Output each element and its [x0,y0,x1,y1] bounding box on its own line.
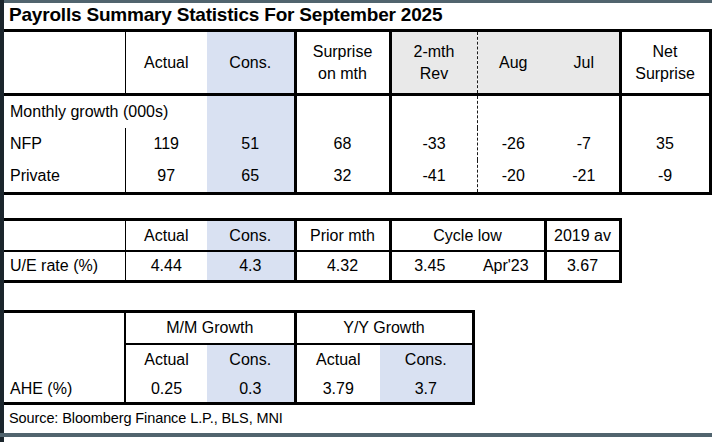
monthly-section-blank [295,95,390,129]
private-actual: 97 [125,160,207,194]
ahe-yy-cons-header: Cons. [380,344,473,375]
monthly-header-jul: Jul [549,31,620,95]
table-row-ahe: AHE (%) 0.25 0.3 3.79 3.7 [4,375,473,404]
ue-cons: 4.3 [207,251,295,282]
ahe-mm-actual: 0.25 [125,375,207,404]
ue-table-header-row: Actual Cons. Prior mth Cycle low 2019 av [4,220,620,252]
monthly-growth-table: Actual Cons. Surprise on mth 2-mth Rev A… [4,29,712,195]
source-note: Source: Bloomberg Finance L.P., BLS, MNI [9,410,699,426]
monthly-section-label: Monthly growth (000s) [4,95,207,129]
nfp-jul: -7 [549,128,620,160]
ue-header-cons: Cons. [207,220,295,252]
private-label: Private [4,160,125,194]
nfp-actual: 119 [125,128,207,160]
monthly-table-header-row: Actual Cons. Surprise on mth 2-mth Rev A… [4,31,710,95]
top-edge-line [0,0,712,3]
ahe-header-mm-growth: M/M Growth [125,312,295,345]
bottom-edge-line [0,433,712,437]
table-row-ue-rate: U/E rate (%) 4.44 4.3 4.32 3.45 Apr'23 3… [4,251,620,282]
ahe-yy-actual-header: Actual [295,344,380,375]
ahe-header-blank [4,312,125,376]
nfp-label: NFP [4,128,125,160]
ue-cycle-low-month: Apr'23 [468,251,545,282]
private-aug: -20 [477,160,549,194]
monthly-header-blank [4,31,125,95]
nfp-cons: 51 [207,128,295,160]
nfp-aug: -26 [477,128,549,160]
ue-2019-avg: 3.67 [545,251,620,282]
ue-header-actual: Actual [125,220,207,252]
monthly-section-blank [620,95,710,129]
monthly-section-blank [477,95,549,129]
nfp-2mth-rev: -33 [390,128,477,160]
monthly-section-cons-fill [207,95,295,129]
ahe-mm-cons-header: Cons. [207,344,295,375]
ue-cycle-low-value: 3.45 [390,251,468,282]
private-2mth-rev: -41 [390,160,477,194]
ue-rate-label: U/E rate (%) [4,251,125,282]
monthly-section-blank [549,95,620,129]
private-net-surprise: -9 [620,160,710,194]
ahe-label: AHE (%) [4,375,125,404]
nfp-surprise: 68 [295,128,390,160]
private-surprise: 32 [295,160,390,194]
nfp-net-surprise: 35 [620,128,710,160]
table-row-nfp: NFP 119 51 68 -33 -26 -7 35 [4,128,710,160]
monthly-section-blank [390,95,477,129]
monthly-header-aug: Aug [477,31,549,95]
ue-header-cycle-low: Cycle low [390,220,545,252]
table-row-private: Private 97 65 32 -41 -20 -21 -9 [4,160,710,194]
unemployment-table: Actual Cons. Prior mth Cycle low 2019 av… [4,218,622,283]
private-jul: -21 [549,160,620,194]
ue-actual: 4.44 [125,251,207,282]
monthly-header-cons: Cons. [207,31,295,95]
ahe-header-yy-growth: Y/Y Growth [295,312,473,345]
payrolls-summary-page: Payrolls Summary Statistics For Septembe… [0,0,712,442]
monthly-header-surprise: Surprise on mth [295,31,390,95]
ue-header-2019-avg: 2019 av [545,220,620,252]
ahe-yy-actual: 3.79 [295,375,380,404]
ahe-mm-actual-header: Actual [125,344,207,375]
ahe-yy-cons: 3.7 [380,375,473,404]
monthly-header-net-surprise: Net Surprise [620,31,710,95]
ue-header-blank [4,220,125,252]
monthly-section-row: Monthly growth (000s) [4,95,710,129]
private-cons: 65 [207,160,295,194]
page-title: Payrolls Summary Statistics For Septembe… [9,4,709,26]
earnings-table: M/M Growth Y/Y Growth Actual Cons. Actua… [4,310,475,405]
ue-prior-mth: 4.32 [295,251,390,282]
ahe-group-header-row: M/M Growth Y/Y Growth [4,312,473,345]
ahe-mm-cons: 0.3 [207,375,295,404]
monthly-header-2mth-rev: 2-mth Rev [390,31,477,95]
monthly-header-actual: Actual [125,31,207,95]
ue-header-prior-mth: Prior mth [295,220,390,252]
